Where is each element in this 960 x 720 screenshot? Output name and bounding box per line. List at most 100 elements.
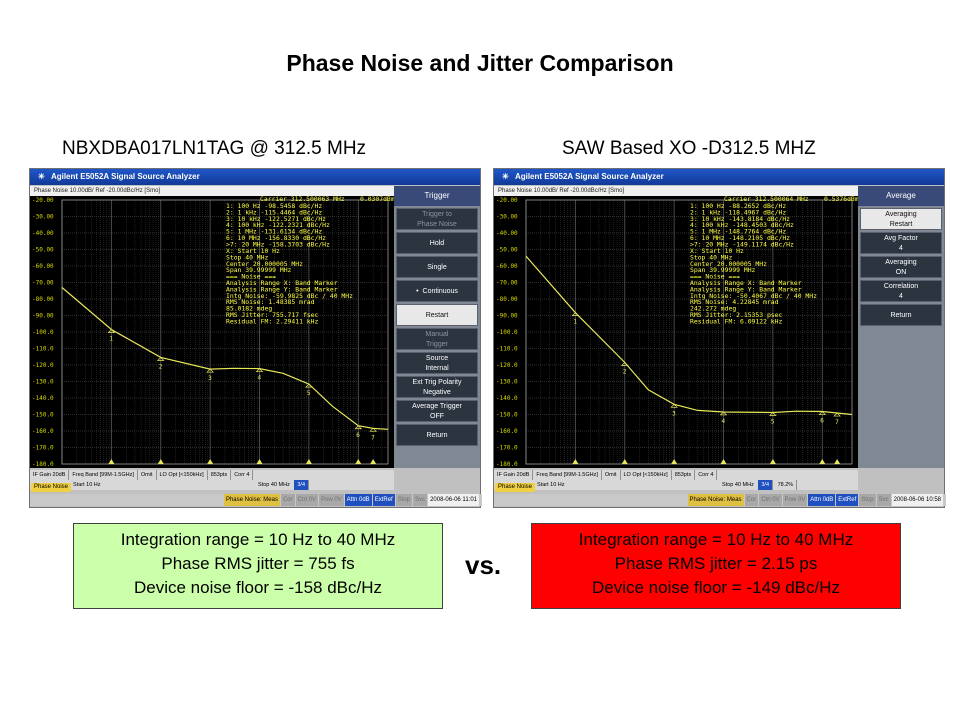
left-integration-range: Integration range = 10 Hz to 40 MHz <box>120 530 396 549</box>
status-field: Omit <box>138 470 157 480</box>
marker-triangle <box>719 411 728 416</box>
bottom-status-field: Pow 0V <box>782 494 808 506</box>
marker-triangle <box>156 356 165 361</box>
y-tick-label: -70.00 <box>32 280 54 287</box>
analysis-readout: Analysis Range X: Band Marker <box>690 279 802 287</box>
softkey-label: Trigger to <box>422 211 452 218</box>
softkey-source[interactable]: Source Internal <box>396 352 478 374</box>
y-tick-label: -90.00 <box>496 313 518 320</box>
right-phase-noise-tab[interactable]: Phase Noise <box>495 483 536 492</box>
y-tick-label: -160.0 <box>496 428 518 435</box>
softkey-continuous[interactable]: • Continuous <box>396 280 478 302</box>
marker-label: 3 <box>672 410 676 417</box>
marker-readout: 4: 100 kHz -148.4503 dBc/Hz <box>690 221 794 229</box>
softkey-value: Trigger <box>426 341 448 348</box>
left-phase-noise-tab[interactable]: Phase Noise <box>31 483 72 492</box>
bottom-status-field: 2008-06-06 10:58 <box>891 494 943 506</box>
analysis-readout: Analysis Range X: Band Marker <box>226 279 338 287</box>
right-window-titlebar: ✳ Agilent E5052A Signal Source Analyzer <box>494 169 944 185</box>
analysis-readout: 242.272 mdeg <box>690 305 736 313</box>
marker-base-triangle <box>769 459 776 464</box>
right-phase-noise-plot: -20.00 -30.00 -40.00 -50.00 -60.00 -70.00 -80.… <box>496 196 858 468</box>
bottom-status-field: Stop <box>859 494 876 506</box>
softkey-value: ON <box>895 269 907 276</box>
y-tick-label: -110.0 <box>32 346 54 353</box>
left-sweep-bar: Start 10 Hz Stop 40 MHz 3/4 <box>30 480 394 490</box>
marker-base-triangle <box>370 459 377 464</box>
marker-label: 4 <box>258 375 262 382</box>
status-field: 853pts <box>208 470 232 480</box>
softkey-manual[interactable]: Manual Trigger <box>396 328 478 350</box>
bottom-status-field: ExtRef <box>836 494 859 506</box>
softkey-correlation[interactable]: Correlation 4 <box>860 280 942 302</box>
left-results-box: Integration range = 10 Hz to 40 MHz Phas… <box>73 523 443 609</box>
marker-readout: 4: 100 kHz -122.2321 dBc/Hz <box>226 221 330 229</box>
softkey-avg-factor[interactable]: Avg Factor 4 <box>860 232 942 254</box>
softkey-ext-trig-polarity[interactable]: Ext Trig Polarity Negative <box>396 376 478 398</box>
right-stop-freq: Stop 40 MHz <box>722 482 754 488</box>
marker-readout: >7: 20 MHz -158.3703 dBc/Hz <box>226 240 330 248</box>
marker-readout: 5: 1 MHz -131.6134 dBc/Hz <box>226 228 322 236</box>
left-window-title: Agilent E5052A Signal Source Analyzer <box>50 172 200 181</box>
marker-label: 3 <box>208 375 212 382</box>
left-rms-jitter: Phase RMS jitter = 755 fs <box>161 554 355 573</box>
analysis-readout: Intg Noise: -59.9825 dBc / 40 MHz <box>226 292 353 300</box>
softkey-return[interactable]: Return <box>860 304 942 326</box>
right-analyzer-screen: ✳ Agilent E5052A Signal Source Analyzer … <box>493 168 946 508</box>
left-window-titlebar: ✳ Agilent E5052A Signal Source Analyzer <box>30 169 480 185</box>
y-tick-label: -50.00 <box>496 247 518 254</box>
marker-readout: 1: 100 Hz -88.2652 dBc/Hz <box>690 202 786 210</box>
analysis-readout: Analysis Range Y: Band Marker <box>226 285 338 293</box>
y-tick-label: -100.0 <box>32 329 54 336</box>
analysis-readout: Residual FM: 2.29411 kHz <box>226 317 318 325</box>
softkey-value: Internal <box>425 365 449 372</box>
left-noise-floor: Device noise floor = -158 dBc/Hz <box>133 578 383 597</box>
softkey-return[interactable]: Return <box>396 424 478 446</box>
analysis-readout: === Noise === <box>690 273 740 281</box>
left-softkey-panel: Trigger Trigger to Phase Noise Hold Single •… <box>394 186 480 468</box>
softkey-hold[interactable]: Hold <box>396 232 478 254</box>
marker-readout: 1: 100 Hz -98.5458 dBc/Hz <box>226 202 322 210</box>
softkey-restart[interactable]: Restart <box>396 304 478 326</box>
status-field: LO Opt [<150kHz] <box>157 470 208 480</box>
softkey-label: Return <box>890 312 912 319</box>
y-tick-label: -130.0 <box>496 379 518 386</box>
y-tick-label: -40.00 <box>496 230 518 237</box>
bottom-status-field: Cor <box>280 494 295 506</box>
marker-base-triangle <box>108 459 115 464</box>
versus-label: vs. <box>465 550 502 580</box>
carrier-readout: Carrier 312.500063 MHz <box>260 196 345 203</box>
analysis-readout: Analysis Range Y: Band Marker <box>690 285 802 293</box>
status-field: LO Opt [<150kHz] <box>621 470 672 480</box>
y-tick-label: -80.00 <box>496 296 518 303</box>
left-softkey-title: Trigger <box>394 186 480 206</box>
phase-noise-trace <box>61 287 389 430</box>
softkey-value: OFF <box>430 413 444 420</box>
softkey-averaging[interactable]: Averaging Restart <box>860 208 942 230</box>
analysis-readout: Span 39.99999 MHz <box>226 266 292 274</box>
y-tick-label: -60.00 <box>32 263 54 270</box>
analysis-readout: === Noise === <box>226 273 276 281</box>
bottom-status-field: Svc <box>876 494 891 506</box>
marker-readout: 3: 10 kHz -143.8184 dBc/Hz <box>690 215 790 223</box>
softkey-label: Average Trigger <box>412 403 462 410</box>
softkey-average-trigger[interactable]: Average Trigger OFF <box>396 400 478 422</box>
right-results-box: Integration range = 10 Hz to 40 MHz Phas… <box>531 523 901 609</box>
marker-label: 7 <box>371 434 375 441</box>
right-instrument-label: SAW Based XO -D312.5 MHZ <box>562 138 816 159</box>
status-field: IF Gain 20dB <box>494 470 534 480</box>
marker-label: 1 <box>109 336 113 343</box>
softkey-trigger-to[interactable]: Trigger to Phase Noise <box>396 208 478 230</box>
marker-triangle <box>620 362 629 366</box>
marker-base-triangle <box>671 459 678 464</box>
bottom-status-field: ExtRef <box>372 494 395 506</box>
bottom-status-field: Phase Noise: Meas <box>223 494 280 506</box>
softkey-single[interactable]: Single <box>396 256 478 278</box>
analysis-readout: Span 39.99999 MHz <box>690 266 756 274</box>
right-sweep-bar: Start 10 Hz Stop 40 MHz 3/4 78.2% <box>494 480 858 490</box>
marker-label: 5 <box>307 390 311 397</box>
softkey-averaging[interactable]: Averaging ON <box>860 256 942 278</box>
bottom-status-field: Attn 0dB <box>808 494 836 506</box>
analysis-readout: 85.0182 mdeg <box>226 305 272 313</box>
y-tick-label: -140.0 <box>32 395 54 402</box>
